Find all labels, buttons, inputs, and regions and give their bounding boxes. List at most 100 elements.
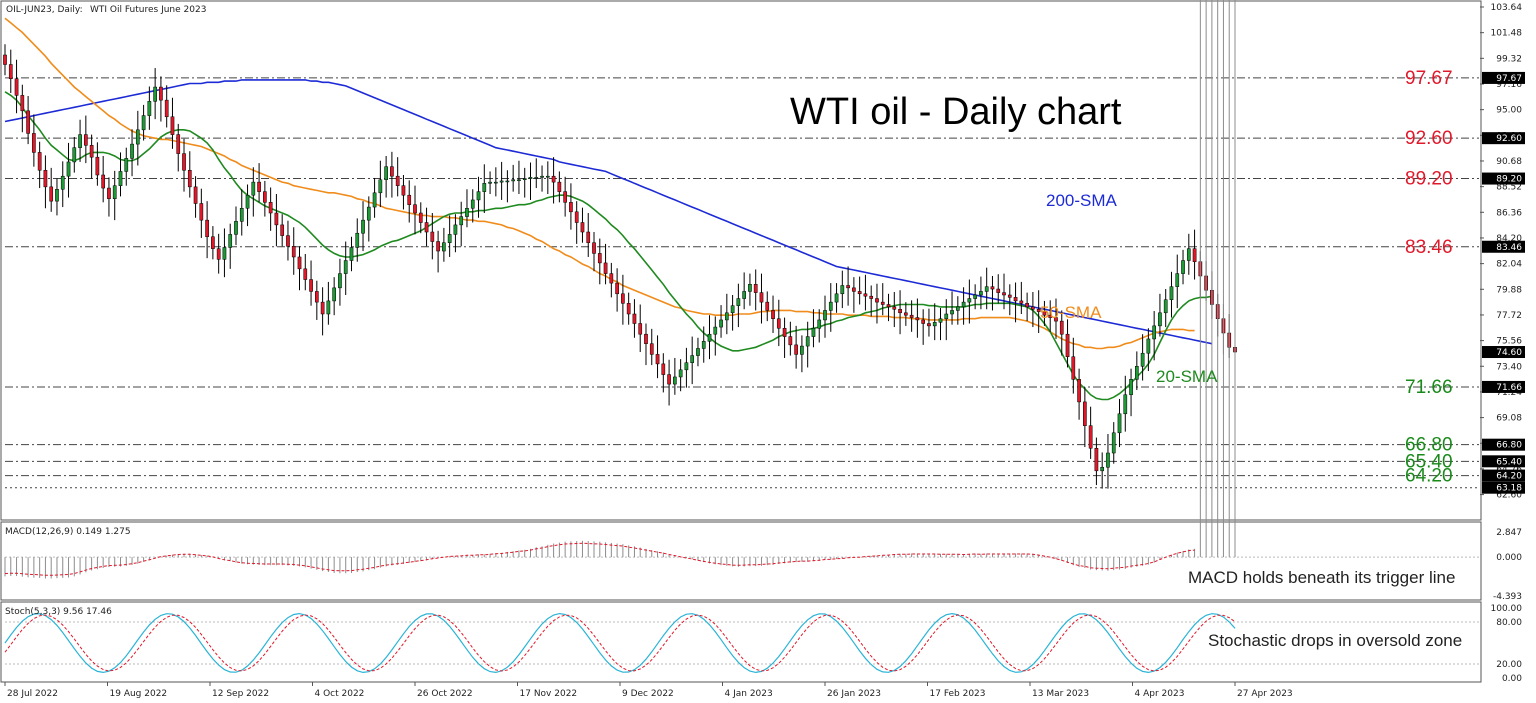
candle-body-62 [361, 219, 365, 234]
candle-body-25 [147, 101, 152, 116]
price-tick-label-19: 62.60 [1496, 491, 1522, 501]
candle-body-36 [211, 236, 215, 249]
price-tick-label-2: 99.32 [1496, 54, 1522, 64]
date-tick-label-9: 17 Feb 2023 [930, 689, 986, 699]
sma-20-line [4, 91, 1213, 401]
candle-body-113 [655, 354, 660, 365]
level-box-5 [1482, 438, 1525, 451]
date-axis: 28 Jul 2022 19 Aug 2022 12 Sep 2022 4 Oct 2… [4, 682, 1293, 699]
candle-body-181 [1048, 314, 1053, 318]
candle-body-19 [112, 185, 117, 200]
candle-body-22 [130, 143, 134, 159]
candle-body-8 [49, 186, 54, 202]
candle-body-50 [291, 246, 296, 258]
level-box-label-0: 97.67 [1496, 74, 1522, 84]
candle-body-143 [828, 301, 833, 311]
candle-body-171 [990, 286, 995, 290]
candle-body-141 [817, 319, 822, 329]
date-tick-label-6: 9 Dec 2022 [622, 689, 674, 699]
candle-body-118 [684, 362, 689, 371]
candle-body-101 [586, 231, 591, 243]
candle-body-172 [996, 288, 1001, 293]
candle-body-176 [1019, 300, 1024, 304]
candle-body-102 [592, 242, 596, 254]
candle-body-104 [603, 262, 608, 274]
candle-body-9 [55, 189, 59, 202]
candle-body-53 [309, 279, 313, 292]
price-tick-label-13: 75.56 [1496, 337, 1522, 347]
candle-body-64 [372, 192, 377, 208]
level-box-4 [1482, 380, 1525, 393]
stoch-tick-label-1: 80.00 [1496, 618, 1522, 628]
candle-body-66 [384, 166, 388, 180]
candle-body-10 [60, 175, 65, 190]
candle-body-26 [153, 86, 157, 102]
stoch-header: Stoch(5,3,3) 9.56 17.46 [5, 607, 112, 617]
sma-200-line [4, 79, 1213, 345]
candle-body-179 [1036, 308, 1041, 312]
sma20-annotation: 20-SMA [1156, 367, 1218, 386]
candle-body-134 [776, 318, 781, 329]
level-box-label-1: 92.60 [1496, 134, 1522, 144]
macd-tick-label-0: 2.847 [1496, 528, 1522, 538]
candle-body-45 [263, 191, 267, 203]
candle-body-17 [101, 174, 106, 189]
candle-body-149 [863, 293, 868, 297]
candle-body-195 [1129, 379, 1133, 396]
candle-body-203 [1175, 273, 1180, 287]
candle-body-139 [805, 336, 810, 347]
candle-body-12 [72, 147, 77, 163]
candle-body-147 [852, 287, 856, 292]
macd-tick-label-1: 0.000 [1496, 553, 1522, 563]
candle-body-96 [557, 181, 562, 192]
candle-body-39 [228, 234, 233, 248]
candle-body-198 [1146, 338, 1151, 354]
candle-body-168 [973, 294, 977, 299]
candle-body-169 [979, 291, 983, 296]
candle-body-121 [701, 341, 706, 349]
candle-body-80 [465, 208, 469, 217]
price-tick-label-7: 88.52 [1496, 183, 1522, 193]
sma200-annotation: 200-SMA [1046, 191, 1118, 210]
candle-body-57 [332, 287, 336, 302]
candle-body-112 [649, 343, 654, 355]
candle-body-85 [494, 181, 498, 184]
candle-body-154 [892, 306, 897, 310]
candle-body-82 [476, 191, 481, 201]
candle-body-100 [580, 222, 585, 233]
candle-body-133 [771, 310, 775, 319]
candle-body-7 [43, 169, 48, 188]
candle-body-119 [690, 355, 695, 363]
stoch-tick-label-2: 20.00 [1496, 660, 1522, 670]
candle-body-35 [205, 219, 209, 238]
candle-body-155 [898, 308, 902, 314]
moving-averages [4, 17, 1213, 401]
candle-body-48 [280, 224, 285, 236]
candle-body-43 [251, 181, 256, 196]
candle-body-135 [782, 328, 787, 337]
candle-body-170 [984, 286, 989, 292]
price-tick-label-14: 73.40 [1496, 362, 1522, 372]
candle-body-49 [286, 235, 290, 247]
macd-panel-frame [0, 521, 1482, 601]
candle-body-184 [1065, 333, 1070, 358]
candle-body-205 [1186, 248, 1191, 261]
level-label-6: 65.40 [1405, 451, 1453, 472]
candle-body-130 [753, 284, 758, 293]
candle-body-165 [955, 306, 960, 311]
candle-body-20 [118, 171, 123, 186]
candle-body-89 [517, 179, 521, 181]
candle-body-197 [1140, 352, 1145, 367]
candle-body-2 [14, 78, 19, 96]
candle-body-6 [37, 152, 42, 171]
candle-body-105 [609, 273, 614, 284]
candle-body-180 [1042, 311, 1047, 316]
candle-body-116 [673, 376, 677, 385]
current-price-label: 74.60 [1496, 348, 1522, 358]
price-tick-label-12: 77.72 [1496, 311, 1522, 321]
sma50-annotation: 50-SMA [1040, 303, 1102, 322]
candle-body-30 [176, 134, 181, 154]
candle-body-151 [875, 298, 879, 303]
candle-body-23 [135, 129, 140, 145]
candle-body-107 [621, 293, 625, 304]
